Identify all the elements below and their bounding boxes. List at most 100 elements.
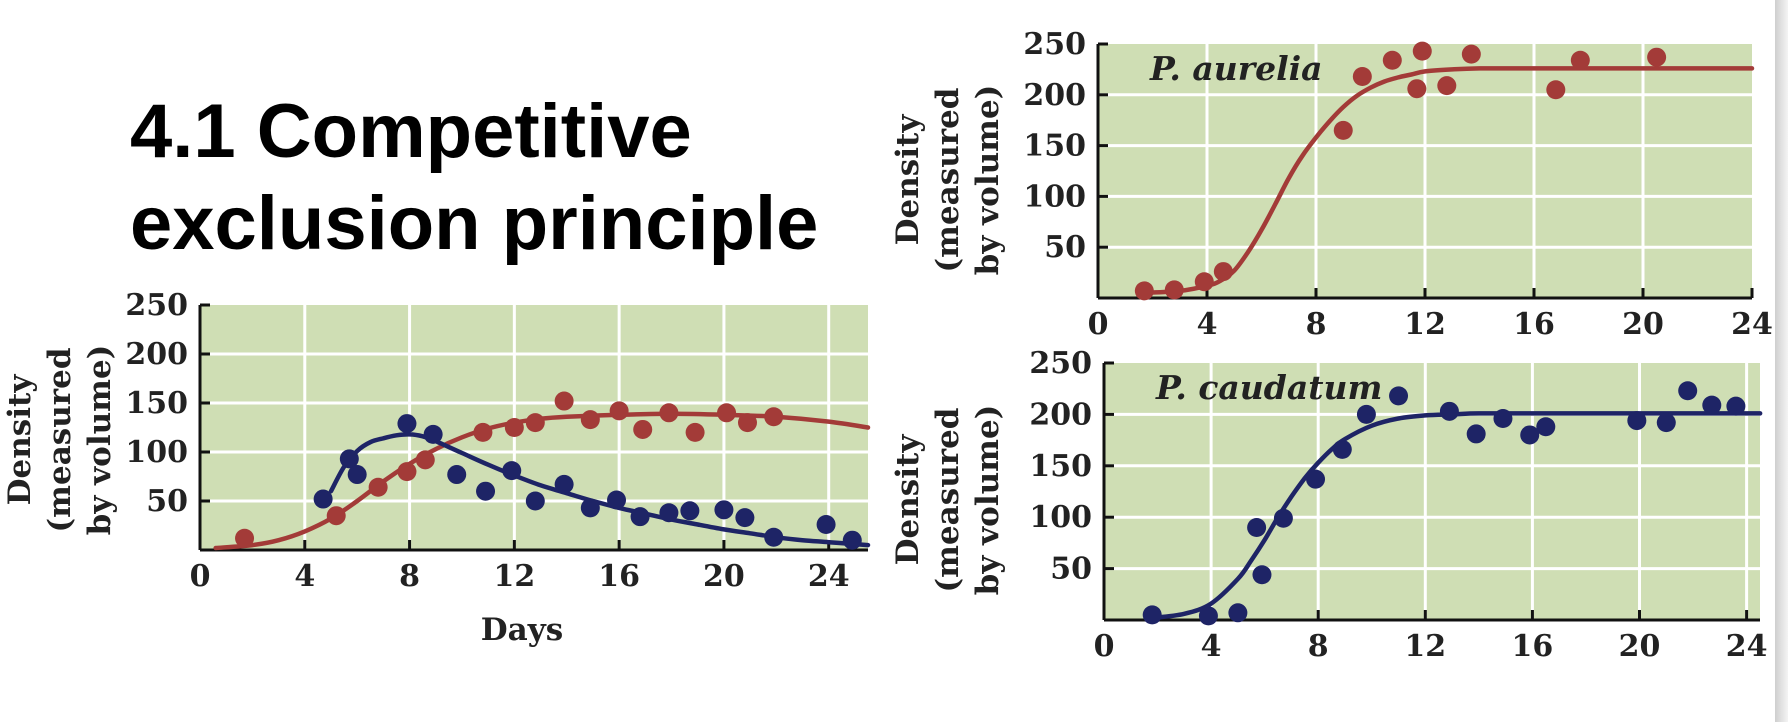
x-tick-label: 0 [190, 559, 211, 594]
series-0 [213, 391, 871, 551]
x-tick-label: 8 [1306, 307, 1327, 342]
data-point [659, 503, 679, 523]
x-tick-label: 20 [1622, 307, 1664, 342]
data-point [1382, 50, 1402, 70]
data-point [1412, 41, 1432, 61]
data-point [1439, 401, 1459, 421]
y-tick-label: 50 [1050, 552, 1092, 587]
data-point [764, 527, 784, 547]
x-tick-label: 16 [598, 559, 640, 594]
y-axis-title-line: by volume) [970, 85, 1006, 276]
data-point [580, 410, 600, 430]
plot-area [1104, 363, 1760, 620]
y-tick-label: 200 [1029, 397, 1092, 432]
y-tick-label: 150 [125, 386, 188, 421]
x-tick-label: 0 [1094, 629, 1115, 664]
data-point [554, 391, 574, 411]
data-point [1213, 262, 1233, 282]
data-point [735, 508, 755, 528]
data-point [397, 414, 417, 434]
y-tick-label: 100 [1029, 500, 1092, 535]
data-point [1536, 417, 1556, 437]
y-tick-label: 100 [1023, 179, 1086, 214]
data-point [339, 449, 359, 469]
data-point [476, 481, 496, 501]
window-edge [1775, 0, 1788, 722]
data-point [1407, 79, 1427, 99]
data-point [764, 407, 784, 427]
data-point [1352, 67, 1372, 87]
x-tick-label: 0 [1088, 307, 1109, 342]
data-point [1247, 517, 1267, 537]
y-tick-label: 200 [125, 337, 188, 372]
y-axis-title-line: Density [2, 374, 38, 506]
x-tick-label: 4 [294, 559, 315, 594]
x-tick-label: 12 [1404, 307, 1446, 342]
data-point [415, 450, 435, 470]
data-point [1437, 76, 1457, 96]
chart-mixed: 0 4 8 12 16 20 24 50 100 150 200 250 Density (measure… [2, 288, 871, 648]
data-point [525, 413, 545, 433]
x-tick-label: 16 [1512, 629, 1554, 664]
x-tick-label: 16 [1513, 307, 1555, 342]
data-point [447, 465, 467, 485]
data-point [1389, 386, 1409, 406]
data-point [504, 418, 524, 437]
y-tick-label: 100 [125, 435, 188, 470]
data-point [1726, 396, 1746, 416]
series-0 [1142, 381, 1763, 626]
data-point [680, 501, 700, 521]
data-point [714, 500, 734, 520]
page-title-line-1: 4.1 Competitive [130, 89, 692, 174]
data-point [633, 419, 653, 439]
panel-label: P. aurelia [1149, 49, 1323, 88]
data-point [1273, 508, 1293, 528]
page-title: 4.1 Competitive exclusion principle [130, 86, 850, 270]
x-tick-label: 4 [1197, 307, 1218, 342]
data-point [1333, 120, 1353, 140]
x-tick-label: 8 [399, 559, 420, 594]
y-axis-title-line: (measured [930, 407, 966, 592]
data-point [685, 422, 705, 442]
data-point [630, 507, 650, 527]
data-point [842, 530, 862, 550]
data-point [1194, 272, 1214, 292]
data-point [368, 477, 388, 497]
x-tick-label: 12 [1404, 629, 1446, 664]
data-point [347, 465, 367, 485]
data-point [580, 498, 600, 518]
y-tick-label: 250 [125, 288, 188, 323]
x-tick-label: 24 [1731, 307, 1773, 342]
data-point [1461, 44, 1481, 64]
data-point [1306, 469, 1326, 489]
y-axis-title-line: (measured [42, 347, 78, 532]
page-title-line-2: exclusion principle [130, 181, 819, 266]
y-tick-label: 200 [1023, 78, 1086, 113]
data-point [1142, 605, 1162, 625]
y-tick-label: 250 [1023, 27, 1086, 62]
data-point [659, 403, 679, 423]
y-tick-label: 250 [1029, 346, 1092, 381]
data-point [235, 528, 255, 548]
y-tick-label: 150 [1023, 129, 1086, 164]
data-point [1164, 280, 1184, 300]
data-point [313, 489, 333, 509]
y-axis-title-line: by volume) [970, 405, 1006, 596]
data-point [1656, 413, 1676, 433]
y-axis-title-line: by volume) [82, 345, 118, 536]
series-0 [1134, 41, 1755, 301]
data-point [502, 461, 522, 481]
y-axis-title-line: Density [890, 434, 926, 566]
data-point [473, 422, 493, 442]
data-point [1647, 47, 1667, 67]
series-1 [313, 414, 871, 550]
x-axis-title: Days [481, 612, 563, 648]
x-tick-label: 20 [703, 559, 745, 594]
data-point [1702, 395, 1722, 415]
data-point [607, 490, 627, 510]
data-point [1356, 404, 1376, 424]
data-point [397, 462, 417, 482]
data-point [1466, 424, 1486, 444]
